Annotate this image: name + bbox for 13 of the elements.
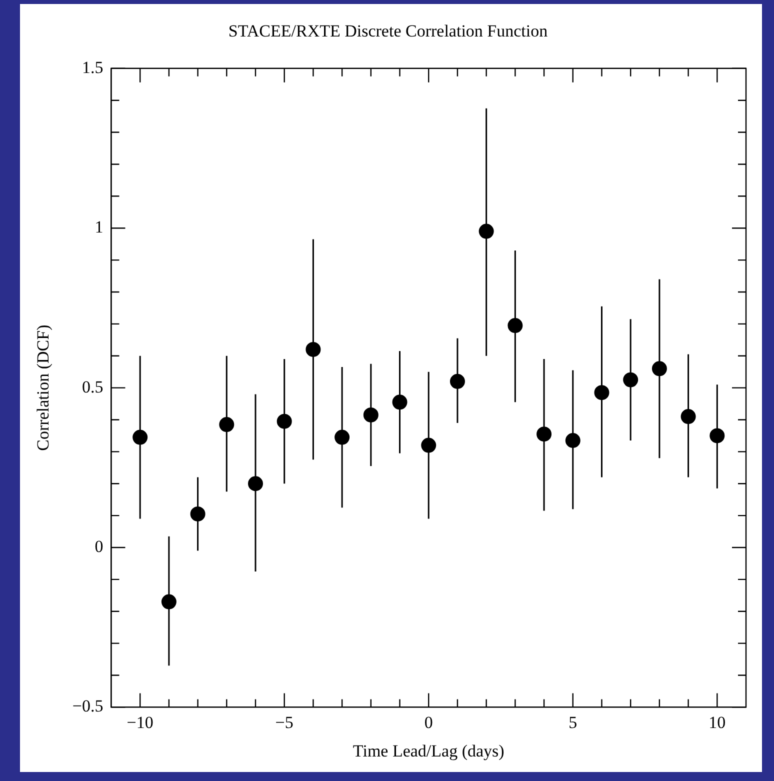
x-tick-label: 5	[568, 712, 578, 732]
y-axis-title: Correlation (DCF)	[34, 324, 53, 451]
y-tick-label: 1.5	[82, 58, 104, 77]
x-tick-label: −10	[126, 712, 154, 732]
x-tick-label: 0	[424, 712, 433, 732]
x-axis-title: Time Lead/Lag (days)	[352, 741, 504, 760]
y-tick-label: 0.5	[82, 377, 104, 396]
chart-title: STACEE/RXTE Discrete Correlation Function	[228, 22, 548, 41]
x-tick-label: 10	[708, 712, 726, 732]
x-tick-label: −5	[275, 712, 294, 732]
y-tick-label: 0	[94, 536, 104, 556]
y-tick-label: 1	[94, 218, 104, 237]
y-tick-label: −0.5	[72, 696, 104, 716]
